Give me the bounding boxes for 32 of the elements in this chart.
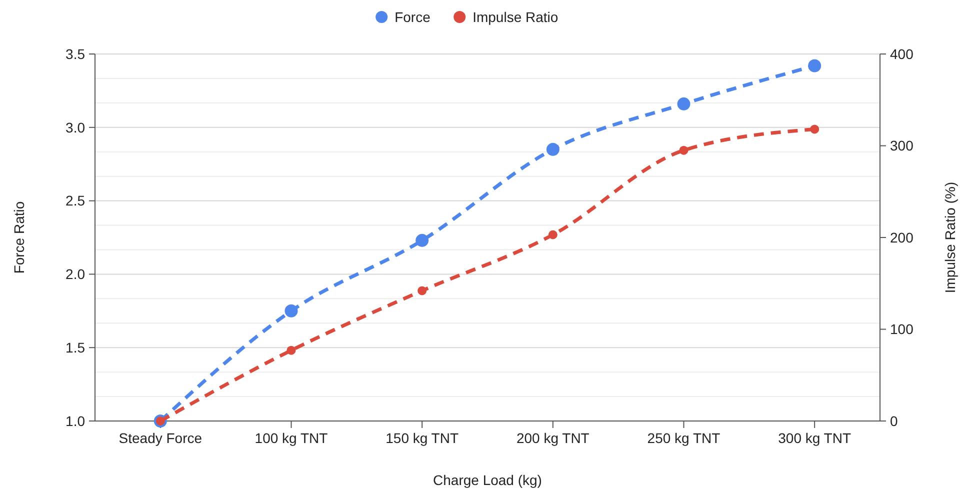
- y2-tick-label: 200: [890, 229, 914, 246]
- y2-tick-label: 300: [890, 138, 914, 154]
- point: [548, 230, 558, 240]
- point: [677, 97, 690, 110]
- y-tick-label: 3.0: [66, 119, 86, 136]
- legend-label: Impulse Ratio: [472, 8, 558, 25]
- y-tick-label: 2.5: [66, 192, 86, 209]
- legend-label: Force: [394, 8, 431, 25]
- point: [284, 304, 298, 318]
- x-tick-label: 100 kg TNT: [254, 430, 328, 446]
- point: [418, 286, 427, 296]
- y2-axis-title: Impulse Ratio (%): [942, 182, 958, 294]
- y2-tick-label: 400: [890, 46, 914, 62]
- point: [810, 124, 820, 134]
- point: [808, 59, 822, 72]
- y2-tick-label: 100: [890, 321, 914, 338]
- y2-tick-label: 0: [890, 412, 898, 429]
- y-tick-label: 1.5: [66, 340, 86, 356]
- y-axis-title: Force Ratio: [11, 201, 27, 274]
- x-tick-label: Steady Force: [118, 430, 202, 446]
- x-axis-title: Charge Load (kg): [433, 472, 542, 488]
- y-tick-label: 2.0: [66, 266, 86, 282]
- x-tick-label: 150 kg TNT: [386, 430, 459, 446]
- point: [416, 234, 429, 247]
- point: [679, 146, 688, 155]
- y-tick-label: 3.5: [66, 46, 86, 62]
- point: [546, 142, 560, 156]
- y-tick-label: 1.0: [66, 412, 86, 429]
- point: [286, 346, 296, 355]
- x-tick-label: 250 kg TNT: [647, 430, 721, 446]
- x-tick-label: 200 kg TNT: [516, 430, 590, 446]
- x-tick-label: 300 kg TNT: [778, 430, 852, 446]
